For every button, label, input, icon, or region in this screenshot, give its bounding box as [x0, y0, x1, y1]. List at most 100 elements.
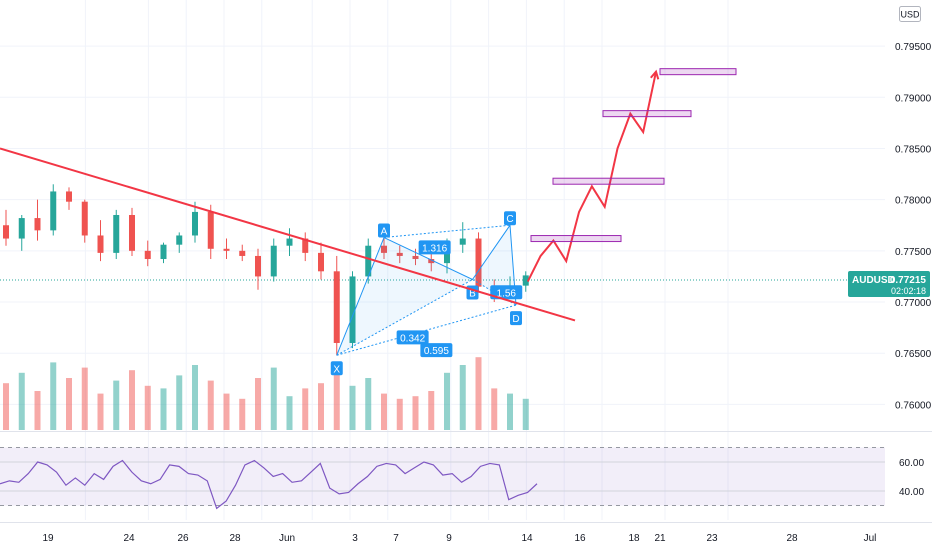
price-tick-label: 0.77000 [895, 298, 932, 309]
time-tick-label: 19 [42, 533, 54, 544]
price-axis[interactable]: 0.79500 0.79000 0.78500 0.78000 0.77500 0.770… [895, 42, 932, 411]
price-tick-label: 0.79500 [895, 42, 932, 53]
pattern-point-label: B [469, 289, 476, 300]
symbol-price-label[interactable]: AUDUSD 0.77215 02:02:18 [848, 271, 930, 297]
volume-bar [412, 396, 419, 430]
volume-bar [81, 367, 88, 430]
candle-body [50, 191, 57, 231]
time-tick-label: 16 [574, 533, 586, 544]
price-tick-label: 0.79000 [895, 93, 932, 104]
candle-body [302, 238, 309, 253]
target-zones[interactable] [530, 68, 737, 243]
candle-body [34, 218, 41, 231]
pattern-ratio-label: 1.316 [422, 243, 447, 254]
time-tick-label: 28 [786, 533, 798, 544]
candle-body [381, 245, 387, 253]
pattern-ratio-badge[interactable] [490, 285, 523, 300]
symbol-label: AUDUSD [852, 275, 895, 286]
time-tick-label: 28 [229, 533, 241, 544]
pattern-point-badge[interactable] [510, 311, 522, 326]
harmonic-pattern[interactable]: X A B C D 1.316 1.56 0.342 0.595 [330, 211, 523, 376]
volume-bar [522, 398, 529, 430]
pattern-ratio-label: 0.342 [400, 333, 425, 344]
pattern-ratio-badge[interactable] [418, 240, 451, 255]
projection-arrowhead [650, 69, 660, 80]
candle-body [223, 248, 230, 251]
volume-bar [239, 398, 246, 430]
grid-lines [0, 0, 885, 520]
volume-bar [507, 393, 513, 430]
candle-body [129, 215, 135, 251]
pattern-point-badge[interactable] [330, 361, 343, 376]
currency-button-label: USD [900, 10, 920, 20]
target-zone[interactable] [659, 68, 737, 76]
target-zone[interactable] [552, 177, 665, 185]
volume-bar [318, 383, 324, 430]
time-tick-label: 18 [628, 533, 640, 544]
rsi-pane: 60.00 40.00 [0, 447, 924, 510]
volume-bar [176, 375, 183, 430]
candle-body [66, 191, 72, 202]
pattern-ratio-label: 1.56 [497, 288, 517, 299]
time-tick-label: 21 [654, 533, 666, 544]
price-tick-label: 0.76500 [895, 349, 932, 360]
volume-bar [396, 398, 403, 430]
volume-bar [113, 380, 120, 430]
volume-bar [459, 365, 466, 430]
pattern-ratio-badge[interactable] [396, 330, 429, 345]
time-tick-label: 14 [521, 533, 533, 544]
pattern-point-label: D [512, 314, 519, 325]
volume-bar [255, 378, 261, 430]
volume-bar [207, 380, 214, 430]
volume-bar [223, 393, 230, 430]
volume-bar [349, 385, 356, 430]
trendline[interactable] [0, 147, 576, 322]
candle-body [365, 245, 372, 277]
candle-body [333, 271, 340, 343]
volume-bar [302, 388, 309, 430]
volume-bar [491, 388, 498, 430]
volume-bar [270, 367, 277, 430]
pattern-point-label: C [506, 214, 513, 225]
time-tick-label: Jun [279, 533, 295, 544]
candle-body [428, 259, 435, 264]
target-zone[interactable] [530, 235, 622, 243]
projection-line[interactable] [526, 71, 657, 282]
time-tick-label: 23 [706, 533, 718, 544]
volume-bars [3, 357, 529, 430]
pattern-ratio-line [383, 224, 511, 239]
volume-bar [129, 370, 135, 430]
target-zone[interactable] [602, 110, 692, 118]
rsi-level-label: 60.00 [899, 458, 924, 469]
volume-bar [192, 365, 198, 430]
candle-body [270, 245, 277, 277]
pattern-point-badge[interactable] [378, 223, 390, 238]
price-tick-label: 0.76000 [895, 400, 932, 411]
rsi-line [0, 459, 538, 510]
projection-path[interactable] [526, 69, 660, 282]
pattern-triangle-xab [336, 237, 473, 356]
candle-body [349, 276, 356, 343]
bar-countdown: 02:02:18 [891, 286, 926, 296]
pattern-ratio-line [336, 279, 473, 356]
pattern-point-badge[interactable] [504, 211, 516, 226]
trendline-drawing[interactable] [0, 147, 576, 322]
candle-body [239, 250, 246, 256]
candlestick-series [3, 184, 529, 356]
time-axis[interactable]: 19 24 26 28 Jun 3 7 9 14 16 18 21 23 28 Jul [42, 533, 876, 544]
rsi-level-label: 40.00 [899, 487, 924, 498]
pattern-ratio-badge[interactable] [420, 343, 453, 358]
time-tick-label: Jul [864, 533, 877, 544]
volume-bar [286, 396, 293, 430]
candle-body [475, 238, 482, 287]
pattern-ratio-label: 0.595 [424, 346, 449, 357]
currency-button[interactable]: USD [899, 6, 921, 22]
current-price: 0.77215 [890, 275, 927, 286]
candle-body [18, 218, 25, 239]
time-tick-label: 7 [393, 533, 399, 544]
volume-bar [381, 393, 387, 430]
volume-bar [144, 385, 151, 430]
volume-bar [365, 378, 372, 430]
candle-body [318, 252, 324, 272]
